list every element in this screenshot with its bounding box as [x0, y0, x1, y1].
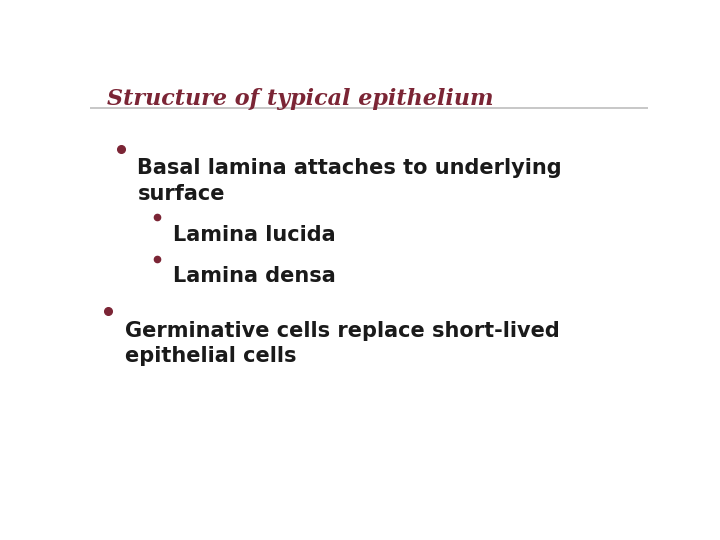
Text: Lamina lucida: Lamina lucida: [173, 225, 336, 245]
Text: Structure of typical epithelium: Structure of typical epithelium: [107, 87, 493, 110]
Text: Basal lamina attaches to underlying
surface: Basal lamina attaches to underlying surf…: [138, 158, 562, 204]
Text: Lamina densa: Lamina densa: [173, 266, 336, 286]
Text: Germinative cells replace short-lived
epithelial cells: Germinative cells replace short-lived ep…: [125, 321, 560, 366]
